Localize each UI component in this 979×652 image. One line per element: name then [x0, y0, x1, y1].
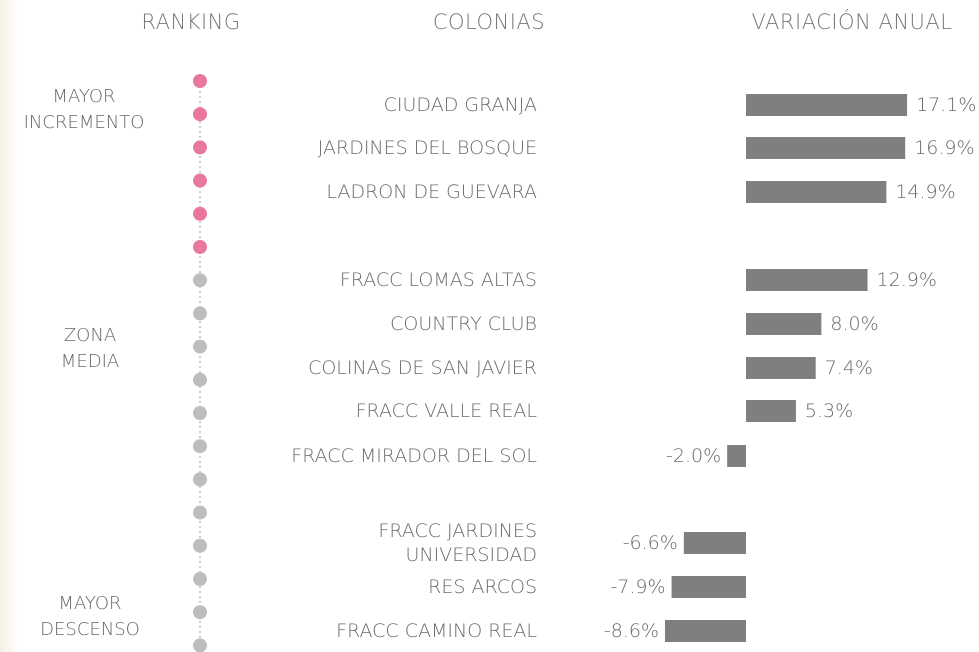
map-background — [0, 0, 18, 652]
ranking-dot — [193, 306, 207, 321]
ranking-dot — [193, 472, 207, 487]
ranking-dot — [193, 372, 207, 387]
ranking-dot — [193, 638, 207, 652]
category-label: CIUDAD GRANJA — [383, 94, 537, 116]
value-label: 14.9% — [895, 181, 956, 203]
bar — [746, 181, 887, 203]
bar — [746, 94, 908, 116]
ranking-dot — [193, 605, 207, 620]
ranking-dot — [193, 572, 207, 586]
group-label: MAYOR DESCENSO — [40, 593, 140, 640]
ranking-dot — [193, 439, 207, 454]
ranking-dot — [193, 538, 207, 553]
bar — [671, 576, 746, 598]
value-label: 8.0% — [830, 313, 879, 335]
bar — [746, 313, 822, 335]
bar — [746, 137, 906, 159]
category-label: FRACC JARDINES UNIVERSIDAD — [378, 520, 537, 566]
value-label: 16.9% — [914, 137, 975, 159]
value-label: 7.4% — [824, 357, 873, 379]
bar — [683, 532, 746, 554]
value-label: 12.9% — [876, 269, 937, 291]
category-label: RES ARCOS — [428, 576, 537, 598]
category-label: LADRON DE GUEVARA — [326, 181, 537, 203]
group-label: ZONA MEDIA — [60, 325, 120, 372]
bar — [727, 445, 746, 467]
bar — [664, 620, 746, 642]
ranking-dot — [193, 107, 207, 122]
ranking-dot — [193, 273, 207, 288]
category-label: FRACC VALLE REAL — [355, 400, 537, 422]
group-label: MAYOR INCREMENTO — [23, 86, 145, 133]
ranking-dot — [193, 240, 207, 254]
value-label: -7.9% — [610, 576, 666, 598]
category-label: FRACC MIRADOR DEL SOL — [291, 445, 537, 467]
bar — [746, 400, 796, 422]
category-label: JARDINES DEL BOSQUE — [317, 137, 537, 159]
ranking-dot — [193, 339, 207, 354]
header: COLONIAS — [432, 10, 546, 34]
bar — [746, 269, 868, 291]
header: VARIACIÓN ANUAL — [751, 10, 953, 34]
ranking-dot — [193, 140, 207, 155]
value-label: -8.6% — [603, 620, 659, 642]
bar — [746, 357, 816, 379]
ranking-dot — [193, 406, 207, 420]
value-label: 5.3% — [804, 400, 854, 422]
category-label: FRACC CAMINO REAL — [336, 620, 537, 642]
header: RANKING — [141, 10, 241, 34]
ranking-dot — [193, 206, 207, 221]
category-label: COUNTRY CLUB — [390, 313, 537, 335]
value-label: -2.0% — [666, 445, 722, 467]
ranking-dot — [193, 74, 207, 88]
value-label: 17.1% — [916, 94, 977, 116]
ranking-dot — [193, 173, 207, 188]
ranking-dot — [193, 505, 207, 520]
value-label: -6.6% — [622, 532, 678, 554]
category-label: COLINAS DE SAN JAVIER — [308, 357, 537, 379]
category-label: FRACC LOMAS ALTAS — [339, 269, 537, 291]
